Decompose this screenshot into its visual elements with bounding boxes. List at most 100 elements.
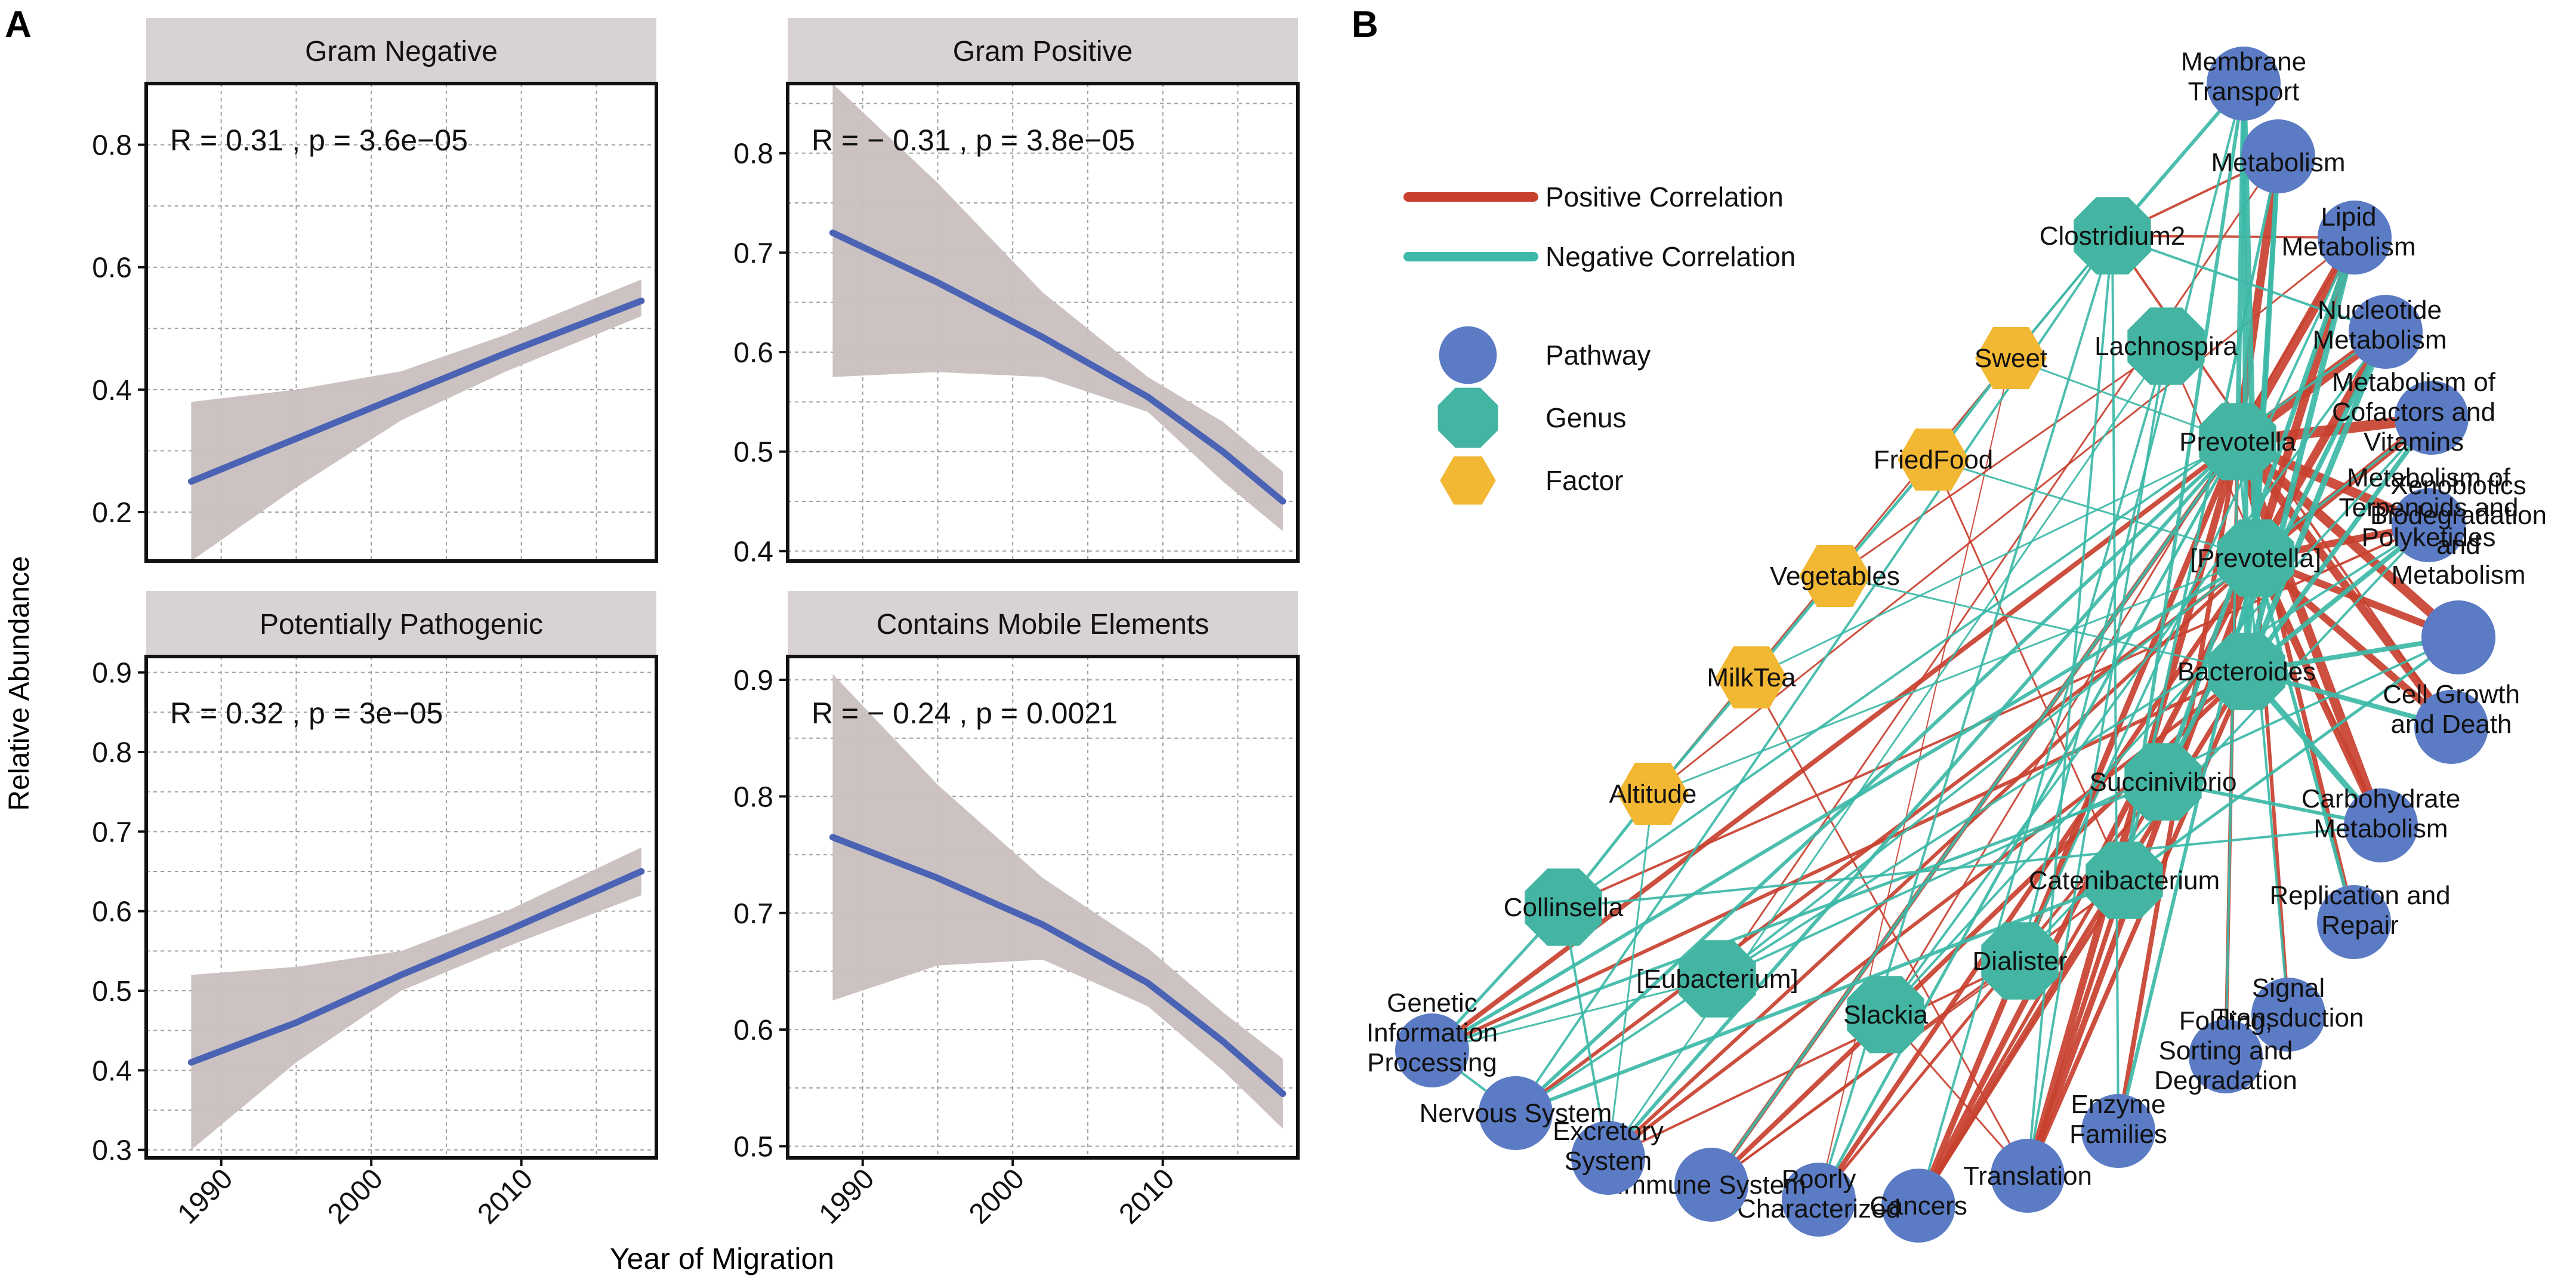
node-label: Membrane <box>2181 47 2306 76</box>
node-label: Collinsella <box>1504 893 1624 922</box>
node-label: Lachnospira <box>2094 332 2238 361</box>
y-tick-label: 0.4 <box>733 536 773 568</box>
node-sweet: Sweet <box>1975 327 2047 389</box>
node-label: Xenobiotics <box>2390 471 2526 500</box>
edge-negative <box>2019 82 2245 962</box>
node-label: Lipid <box>2321 202 2377 232</box>
edge-positive <box>1710 960 2021 1186</box>
x-tick-label: 2000 <box>963 1163 1031 1230</box>
legend-positive-label: Positive Correlation <box>1545 181 1784 212</box>
node-label: Sweet <box>1975 344 2047 373</box>
node-label: Immune System <box>1616 1170 1806 1200</box>
x-axis-label: Year of Migration <box>610 1242 834 1275</box>
stat-label: R = 0.31 , p = 3.6e−05 <box>170 124 468 157</box>
genus-node-icon <box>2127 307 2205 385</box>
genus-node-icon <box>2199 403 2276 480</box>
edge-positive <box>1818 358 2012 1200</box>
node-eubacterium: [Eubacterium] <box>1636 940 1798 1018</box>
node-label: Polyketides <box>2361 523 2495 552</box>
pathway-node-icon <box>2414 690 2488 764</box>
edge-negative <box>2161 235 2357 784</box>
edge-positive <box>1430 670 2248 1052</box>
edge-negative <box>2111 235 2120 1132</box>
pathway-node-icon <box>1674 1148 1748 1222</box>
y-tick-label: 0.6 <box>733 337 773 369</box>
pathway-node-icon <box>1395 1013 1469 1087</box>
node-label: System <box>1565 1147 1652 1176</box>
edge-negative <box>1932 458 2257 559</box>
node-label: Processing <box>1367 1048 1497 1077</box>
x-tick-label: 2010 <box>1113 1163 1180 1230</box>
node-dialister: Dialister <box>1973 922 2067 1000</box>
node-label: Nucleotide <box>2318 295 2442 325</box>
legend-pathway-label: Pathway <box>1545 340 1651 371</box>
plot-frame <box>144 82 658 563</box>
edge-positive <box>1607 960 2021 1159</box>
stat-label: R = − 0.24 , p = 0.0021 <box>812 697 1118 730</box>
edge-negative <box>2026 345 2167 1177</box>
pathway-node-icon <box>1991 1139 2065 1213</box>
y-tick-label: 0.5 <box>733 437 773 469</box>
y-tick-label: 0.9 <box>733 665 773 697</box>
y-tick-label: 0.4 <box>92 375 132 406</box>
pathway-node-icon <box>2207 47 2281 121</box>
edge-positive <box>1514 556 2257 1115</box>
edge-negative <box>1884 417 2433 1016</box>
edge-positive <box>2025 878 2127 1178</box>
y-tick-label: 0.8 <box>92 130 132 162</box>
x-tick-label: 2000 <box>322 1163 389 1230</box>
node-slackia: Slackia <box>1843 976 1928 1053</box>
node-label: Nervous System <box>1420 1099 1612 1128</box>
node-label: Prevotella <box>2179 427 2296 457</box>
edge-negative <box>1514 978 1719 1114</box>
pathway-node-icon <box>2189 1019 2263 1093</box>
node-label: Genetic <box>1387 988 1477 1018</box>
pathway-node-icon <box>2081 1094 2155 1168</box>
node-label: Cancers <box>1869 1191 1967 1221</box>
node-friedfood: FriedFood <box>1874 429 1993 491</box>
y-tick-label: 0.6 <box>92 252 132 284</box>
node-label: Cofactors and <box>2332 397 2495 427</box>
legend-negative-label: Negative Correlation <box>1545 241 1796 272</box>
plot-frame <box>786 655 1300 1160</box>
node-label: Cell Growth <box>2383 680 2520 709</box>
node-cancers: Cancers <box>1869 1169 1967 1243</box>
node-label: Altitude <box>1609 779 1697 809</box>
pathway-node-icon <box>1479 1076 1553 1150</box>
node-bacteroides: Bacteroides <box>2177 633 2316 710</box>
genus-node-icon <box>1525 868 1602 946</box>
node-label: Sorting and <box>2158 1036 2293 1065</box>
node-altitude: Altitude <box>1609 763 1697 825</box>
facet-title: Gram Positive <box>953 36 1133 67</box>
legend-factor-label: Factor <box>1545 465 1623 496</box>
edge-positive <box>1430 439 2240 1053</box>
node-label: Enzyme <box>2071 1090 2166 1119</box>
edge-negative <box>1562 906 1609 1159</box>
node-label: Slackia <box>1843 1000 1928 1030</box>
edge-negative <box>1716 636 2460 980</box>
panel-b: B MembraneTransportMetabolismLipidMetabo… <box>1352 4 2547 1243</box>
edge-negative <box>2019 236 2356 962</box>
genus-node-icon <box>2074 197 2151 275</box>
node-label: and Death <box>2390 710 2512 739</box>
stat-label: R = − 0.31 , p = 3.8e−05 <box>812 124 1135 157</box>
pathway-node-icon <box>2395 381 2469 455</box>
y-tick-label: 0.6 <box>92 896 132 928</box>
edge-negative <box>1750 440 2239 679</box>
node-prevotella_b: [Prevotella] <box>2190 519 2321 597</box>
facet-2: Gram Positive R = − 0.31 , p = 3.8e−05 0.4… <box>733 18 1300 568</box>
genus-node-icon <box>1981 922 2059 1000</box>
edge-positive <box>1834 345 2167 577</box>
node-label: MilkTea <box>1707 663 1796 692</box>
node-label: Metabolism <box>2313 325 2447 355</box>
node-label: Bacteroides <box>2177 657 2316 686</box>
node-collinsella: Collinsella <box>1504 868 1624 946</box>
edge-negative <box>1716 417 2433 980</box>
node-milktea: MilkTea <box>1707 646 1796 708</box>
